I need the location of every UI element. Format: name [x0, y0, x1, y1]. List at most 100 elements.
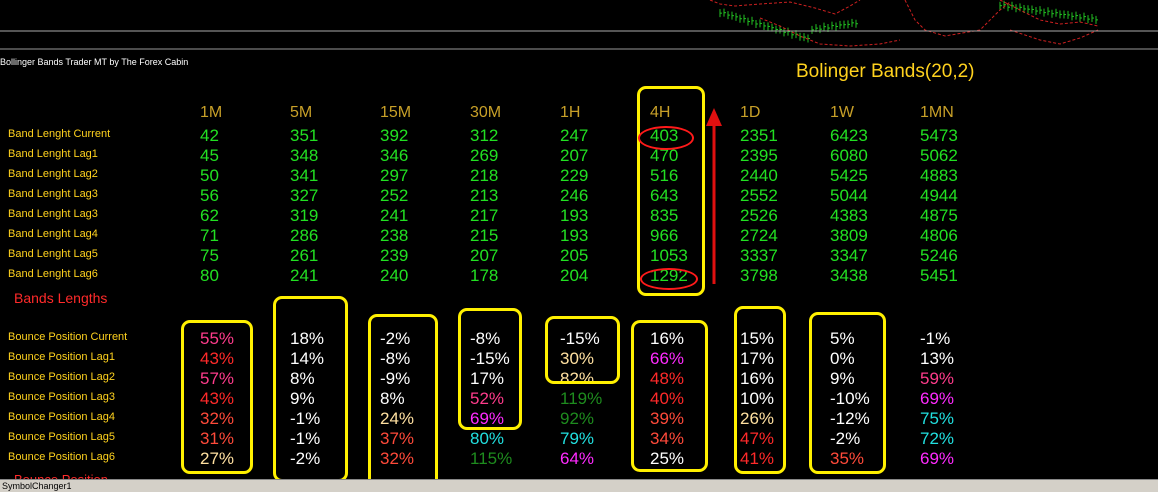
row-label-bounce: Bounce Position Lag4 [8, 411, 116, 423]
length-cell: 341 [290, 166, 319, 185]
length-cell: 3347 [830, 246, 868, 265]
bounce-cell: 30% [560, 349, 595, 368]
bounce-cell: 8% [380, 389, 405, 408]
bounce-cell: 0% [830, 349, 855, 368]
row-label-bounce: Bounce Position Lag3 [8, 391, 116, 403]
bounce-cell: -1% [290, 409, 321, 428]
length-cell: 835 [650, 206, 679, 225]
bounce-cell: -10% [830, 389, 870, 408]
row-label-bounce: Bounce Position Lag6 [8, 451, 116, 463]
bounce-cell: 59% [920, 369, 955, 388]
bounce-cell: 16% [650, 329, 685, 348]
length-cell: 238 [380, 226, 409, 245]
length-cell: 207 [470, 246, 499, 265]
bounce-cell: 66% [650, 349, 685, 368]
bounce-cell: 31% [200, 429, 235, 448]
length-cell: 45 [200, 146, 219, 165]
bounce-cell: 69% [470, 409, 505, 428]
bounce-cell: 43% [200, 389, 235, 408]
length-cell: 4944 [920, 186, 958, 205]
row-label-length: Band Lenght Lag5 [8, 248, 98, 260]
bounce-cell: 17% [470, 369, 505, 388]
row-label-length: Band Lenght Lag3 [8, 188, 98, 200]
bounce-cell: 55% [200, 329, 235, 348]
length-cell: 286 [290, 226, 319, 245]
highlight-box-5m-bounce [273, 296, 348, 482]
highlight-box-1d-bounce [734, 306, 786, 474]
bollinger-band-line-right-3 [1009, 29, 1099, 45]
length-cell: 240 [380, 266, 409, 285]
bounce-cell: 119% [560, 389, 603, 408]
indicator-title: Bollinger Bands Trader MT by The Forex C… [0, 57, 189, 67]
length-cell: 2395 [740, 146, 778, 165]
length-cell: 213 [470, 186, 499, 205]
length-cell: 643 [650, 186, 679, 205]
highlight-box-30m-bounce [458, 308, 522, 430]
row-label-length: Band Lenght Lag1 [8, 148, 98, 160]
length-cell: 346 [380, 146, 409, 165]
length-cell: 3337 [740, 246, 778, 265]
column-header-1m: 1M [200, 104, 223, 121]
column-header-1w: 1W [830, 104, 854, 121]
row-label-bounce: Bounce Position Current [8, 331, 128, 343]
bounce-cell: 43% [200, 349, 235, 368]
length-cell: 5044 [830, 186, 868, 205]
length-cell: 193 [560, 226, 589, 245]
length-cell: 5062 [920, 146, 958, 165]
length-cell: 217 [470, 206, 499, 225]
length-cell: 4875 [920, 206, 958, 225]
bounce-cell: 39% [650, 409, 685, 428]
bounce-cell: -15% [470, 349, 510, 368]
length-cell: 252 [380, 186, 409, 205]
length-cell: 966 [650, 226, 679, 245]
status-bar-text: SymbolChanger1 [2, 481, 72, 491]
highlight-box-4h-lengths [637, 86, 705, 296]
bounce-cell: 115% [470, 449, 513, 468]
length-cell: 392 [380, 126, 409, 145]
length-cell: 205 [560, 246, 589, 265]
length-cell: 6080 [830, 146, 868, 165]
candlestick-series [719, 0, 1098, 43]
bounce-cell: 25% [650, 449, 685, 468]
length-cell: 4883 [920, 166, 958, 185]
highlight-ellipse-4h-lag6 [640, 268, 698, 290]
bounce-cell: 72% [920, 429, 955, 448]
bounce-cell: 17% [740, 349, 775, 368]
row-label-bounce: Bounce Position Lag2 [8, 371, 116, 383]
row-label-length: Band Lenght Lag6 [8, 268, 98, 280]
bounce-cell: 40% [650, 389, 685, 408]
bounce-cell: 80% [470, 429, 505, 448]
bounce-cell: 26% [740, 409, 775, 428]
row-label-bounce: Bounce Position Lag1 [8, 351, 116, 363]
bounce-cell: -1% [920, 329, 951, 348]
length-cell: 351 [290, 126, 319, 145]
bounce-cell: 69% [920, 389, 955, 408]
up-arrow-icon [706, 108, 722, 284]
length-cell: 241 [380, 206, 409, 225]
column-header-1mn: 1MN [920, 104, 954, 121]
bounce-cell: 57% [200, 369, 235, 388]
bounce-cell: -15% [560, 329, 600, 348]
bounce-cell: 18% [290, 329, 325, 348]
length-cell: 516 [650, 166, 679, 185]
column-header-4h: 4H [650, 104, 671, 121]
price-chart-strip [0, 0, 1158, 50]
length-cell: 3798 [740, 266, 778, 285]
length-cell: 319 [290, 206, 319, 225]
highlight-box-15m-bounce [368, 314, 438, 488]
highlight-box-4h-bounce [631, 320, 708, 472]
length-cell: 5473 [920, 126, 958, 145]
status-bar: SymbolChanger1 [0, 479, 1158, 492]
bounce-cell: -8% [470, 329, 501, 348]
length-cell: 269 [470, 146, 499, 165]
bounce-cell: 41% [740, 449, 775, 468]
column-header-15m: 15M [380, 104, 412, 121]
length-cell: 470 [650, 146, 679, 165]
bounce-cell: 92% [560, 409, 595, 428]
bounce-cell: 79% [560, 429, 595, 448]
bounce-cell: 24% [380, 409, 415, 428]
bounce-cell: 69% [920, 449, 955, 468]
bounce-cell: 13% [920, 349, 955, 368]
length-cell: 247 [560, 126, 589, 145]
length-cell: 218 [470, 166, 499, 185]
